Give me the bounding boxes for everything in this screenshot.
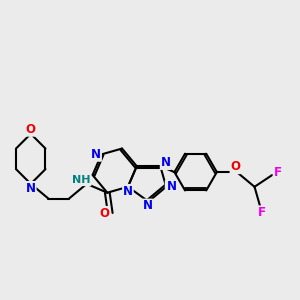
Text: F: F — [274, 166, 281, 179]
Text: N: N — [26, 182, 36, 195]
Text: N: N — [167, 180, 176, 193]
Text: N: N — [166, 181, 176, 194]
Text: N: N — [123, 185, 133, 198]
Text: F: F — [258, 206, 266, 219]
Text: NH: NH — [72, 175, 91, 185]
Text: N: N — [91, 148, 101, 161]
Text: N: N — [160, 156, 171, 169]
Text: O: O — [26, 123, 36, 136]
Text: O: O — [99, 207, 110, 220]
Text: N: N — [143, 200, 153, 212]
Text: O: O — [230, 160, 240, 173]
